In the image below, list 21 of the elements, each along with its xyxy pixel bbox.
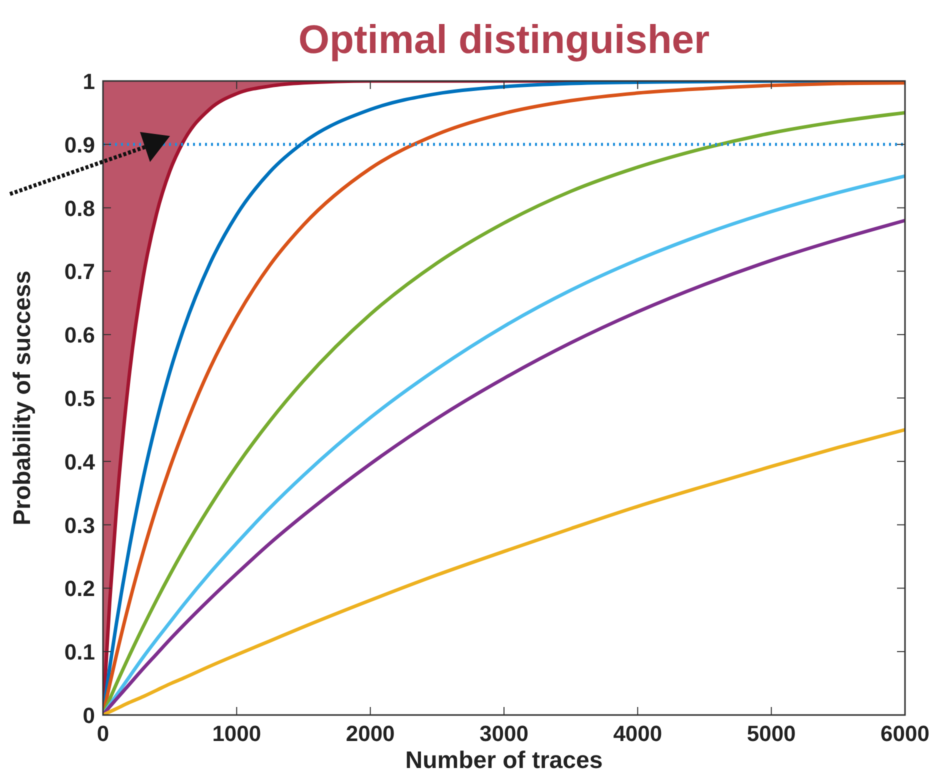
x-tick-label: 2000 <box>346 721 395 746</box>
line-series <box>103 428 905 715</box>
y-tick-label: 0.1 <box>64 640 95 665</box>
y-axis-title: Probability of success <box>9 270 36 526</box>
y-tick-label: 0.8 <box>64 196 95 221</box>
y-tick-label: 0 <box>82 703 95 728</box>
y-tick-label: 0.7 <box>64 259 95 284</box>
chart-title: Optimal distinguisher <box>298 18 710 62</box>
x-tick-label: 1000 <box>212 721 262 746</box>
x-tick-label: 4000 <box>613 721 662 746</box>
y-tick-label: 0.9 <box>64 132 95 158</box>
y-tick-label: 0.5 <box>64 386 95 411</box>
y-tick-label: 0.6 <box>64 322 95 348</box>
y-tick-label: 0.2 <box>64 576 95 602</box>
x-tick-label: 6000 <box>880 721 930 746</box>
y-tick-label: 0.4 <box>64 449 96 474</box>
x-tick-label: 5000 <box>746 721 796 746</box>
x-axis-title: Number of traces <box>405 747 603 774</box>
y-tick-label: 0.3 <box>64 512 95 538</box>
y-tick-label: 1 <box>82 69 95 94</box>
x-tick-label: 3000 <box>480 721 528 746</box>
